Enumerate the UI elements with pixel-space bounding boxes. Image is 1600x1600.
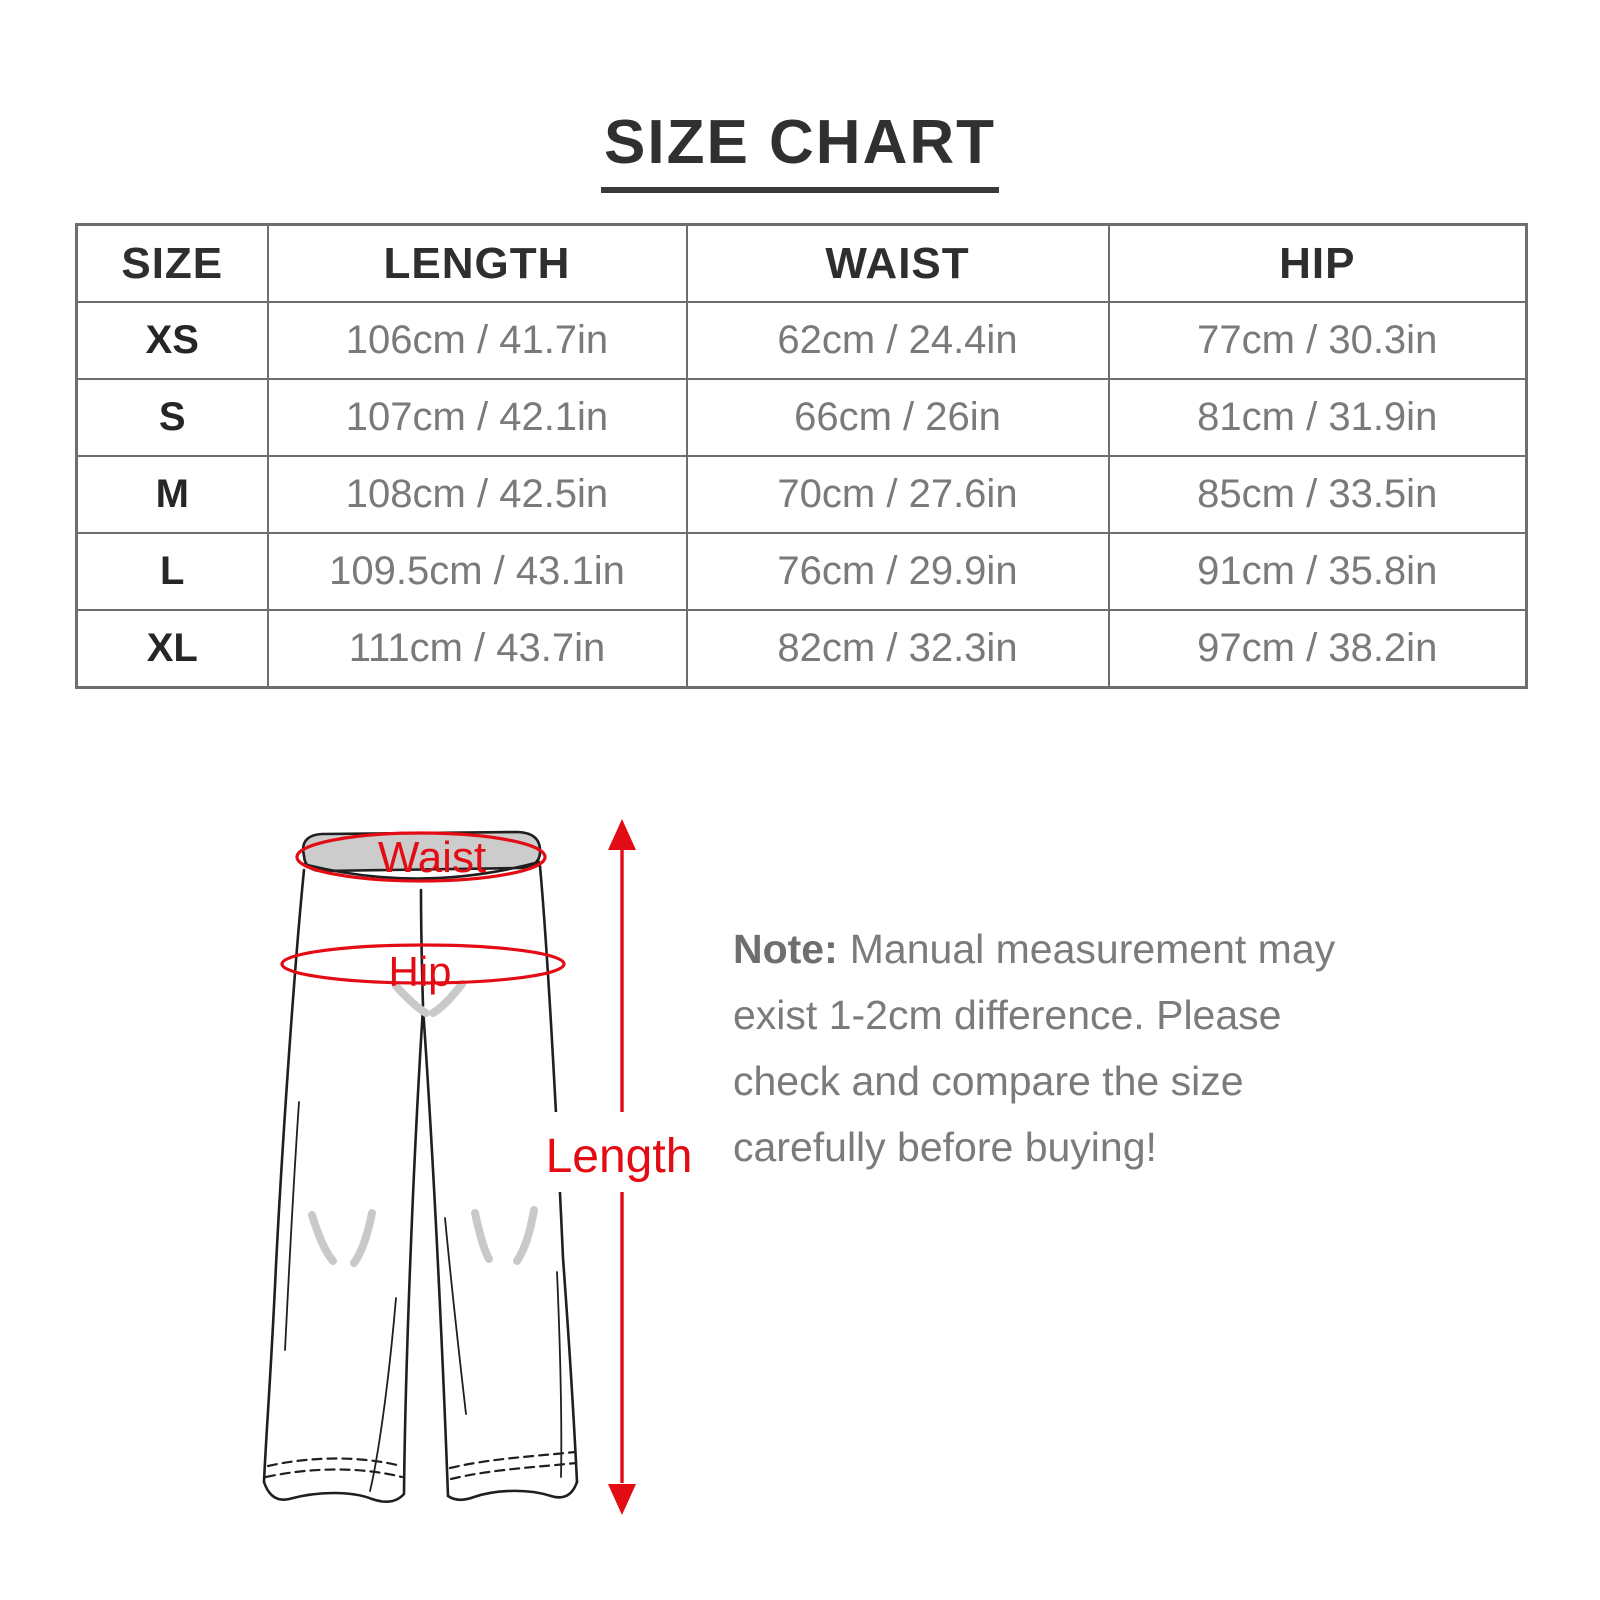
right-hem xyxy=(446,1480,579,1502)
table-row: L 109.5cm / 43.1in 76cm / 29.9in 91cm / … xyxy=(75,532,1528,611)
hip-label: Hip xyxy=(388,948,451,995)
table-header: SIZE LENGTH WAIST HIP xyxy=(75,223,1528,303)
length-cell: 106cm / 41.7in xyxy=(266,301,688,380)
hip-cell: 85cm / 33.5in xyxy=(1107,455,1528,534)
column-header: SIZE xyxy=(75,223,269,303)
waist-ellipse xyxy=(295,831,547,883)
table-row: XL 111cm / 43.7in 82cm / 32.3in 97cm / 3… xyxy=(75,609,1528,689)
note-line: exist 1-2cm difference. Please xyxy=(733,992,1282,1038)
table-body: XS 106cm / 41.7in 62cm / 24.4in 77cm / 3… xyxy=(75,301,1528,689)
arrow-down-head xyxy=(608,1484,636,1515)
size-cell: XL xyxy=(75,609,269,689)
table-row: XS 106cm / 41.7in 62cm / 24.4in 77cm / 3… xyxy=(75,301,1528,380)
column-header: WAIST xyxy=(685,223,1110,303)
size-cell: S xyxy=(75,378,269,457)
fabric-shading xyxy=(308,980,538,1267)
note-text: Manual measurement may xyxy=(849,926,1336,972)
size-cell: XS xyxy=(75,301,269,380)
length-cell: 109.5cm / 43.1in xyxy=(266,532,688,611)
pants-outline xyxy=(262,830,579,1504)
table-header-row: SIZE LENGTH WAIST HIP xyxy=(75,223,1528,303)
hip-cell: 81cm / 31.9in xyxy=(1107,378,1528,457)
table-row: S 107cm / 42.1in 66cm / 26in 81cm / 31.9… xyxy=(75,378,1528,457)
arrow-up-head xyxy=(608,819,636,850)
size-cell: M xyxy=(75,455,269,534)
length-cell: 111cm / 43.7in xyxy=(266,609,688,689)
table-row: M 108cm / 42.5in 70cm / 27.6in 85cm / 33… xyxy=(75,455,1528,534)
right-inseam xyxy=(421,1006,450,1498)
hip-ellipse xyxy=(280,943,566,985)
hip-cell: 97cm / 38.2in xyxy=(1107,609,1528,689)
note-line: carefully before buying! xyxy=(733,1124,1157,1170)
column-header: LENGTH xyxy=(266,223,688,303)
page-title: SIZE CHART xyxy=(601,112,999,193)
hem-stitching xyxy=(264,1450,578,1481)
length-label: Length xyxy=(546,1130,693,1183)
waist-cell: 76cm / 29.9in xyxy=(685,532,1110,611)
column-header: HIP xyxy=(1107,223,1528,303)
measurement-annotations: Waist Hip Length xyxy=(280,819,693,1515)
waist-cell: 62cm / 24.4in xyxy=(685,301,1110,380)
left-hem xyxy=(262,1480,405,1504)
crease-lines xyxy=(284,1101,563,1492)
hip-cell: 91cm / 35.8in xyxy=(1107,532,1528,611)
length-cell: 107cm / 42.1in xyxy=(266,378,688,457)
waistband-lower-edge xyxy=(301,860,541,880)
waist-cell: 66cm / 26in xyxy=(685,378,1110,457)
pants-diagram: Waist Hip Length xyxy=(262,819,693,1515)
waist-label: Waist xyxy=(378,833,486,882)
left-outer-edge xyxy=(262,868,306,1484)
note-lines: exist 1-2cm difference. Please check and… xyxy=(733,982,1413,1180)
size-cell: L xyxy=(75,532,269,611)
left-inseam xyxy=(402,1006,425,1496)
hip-cell: 77cm / 30.3in xyxy=(1107,301,1528,380)
note-line: Note: Manual measurement may xyxy=(733,916,1413,982)
waist-cell: 82cm / 32.3in xyxy=(685,609,1110,689)
note: Note: Manual measurement may exist 1-2cm … xyxy=(733,916,1413,1180)
note-label: Note: xyxy=(733,926,838,972)
size-chart-table: SIZE LENGTH WAIST HIP XS 106cm / 41.7in … xyxy=(75,223,1528,689)
waist-cell: 70cm / 27.6in xyxy=(685,455,1110,534)
length-arrow xyxy=(552,819,689,1515)
fly-line xyxy=(419,888,425,1008)
title-section: SIZE CHART xyxy=(0,112,1600,193)
note-line: check and compare the size xyxy=(733,1058,1244,1104)
length-cell: 108cm / 42.5in xyxy=(266,455,688,534)
